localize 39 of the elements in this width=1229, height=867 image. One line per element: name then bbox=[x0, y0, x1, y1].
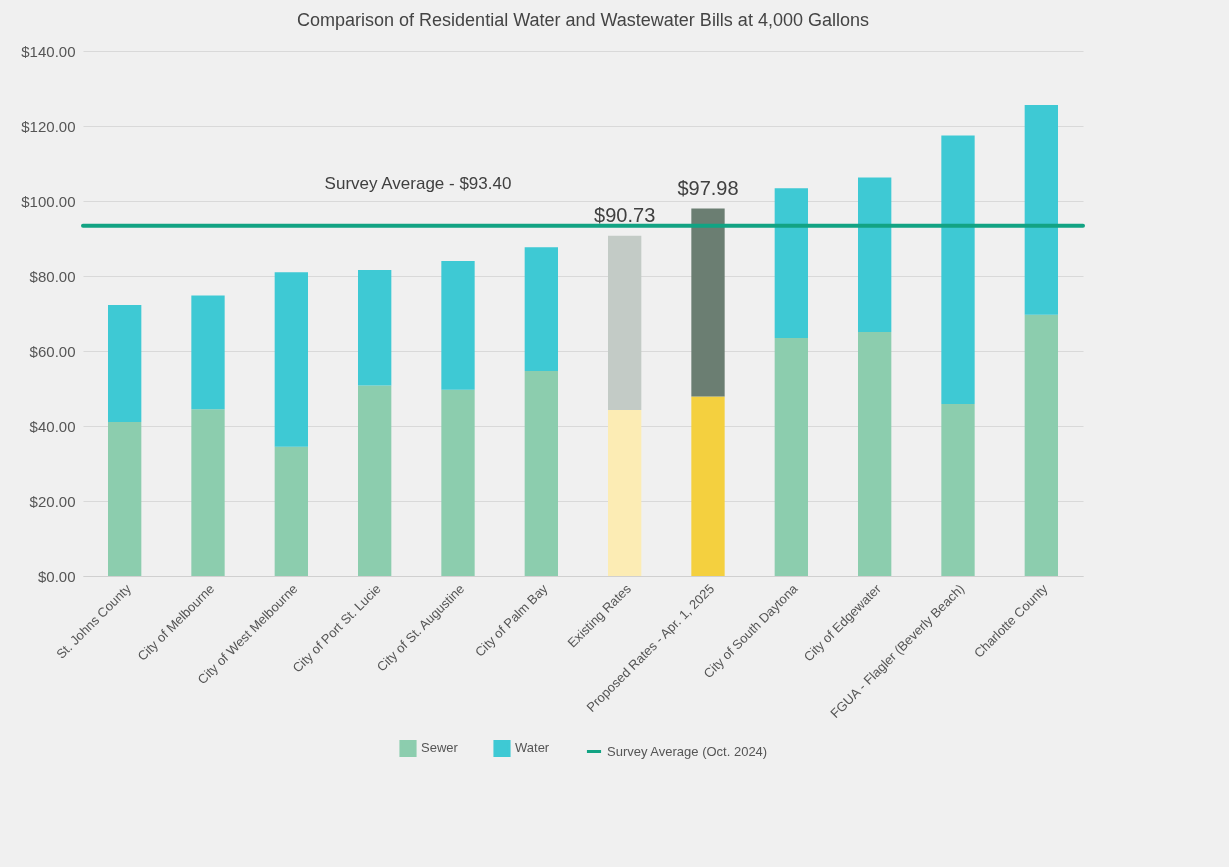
y-tick-label: $140.00 bbox=[21, 42, 76, 60]
legend-label: Water bbox=[515, 740, 550, 756]
chart-title: Comparison of Residential Water and Wastewater Bills at 4,000 Gallons bbox=[297, 10, 869, 30]
bar bbox=[108, 421, 142, 576]
bar bbox=[1024, 105, 1058, 315]
bar bbox=[441, 261, 475, 390]
bar bbox=[274, 446, 308, 576]
bar bbox=[774, 337, 808, 576]
y-tick-label: $120.00 bbox=[21, 117, 76, 135]
y-tick-label: $0.00 bbox=[37, 567, 76, 585]
bar bbox=[1024, 314, 1058, 576]
total-label: $90.73 bbox=[594, 203, 656, 226]
y-tick-label: $100.00 bbox=[21, 192, 76, 210]
bar bbox=[608, 409, 642, 576]
bar bbox=[108, 304, 142, 422]
bar bbox=[691, 396, 725, 576]
annotation: Survey Average - $93.40 bbox=[324, 173, 512, 193]
bar bbox=[858, 331, 892, 576]
y-tick-label: $40.00 bbox=[29, 417, 76, 435]
bar bbox=[774, 188, 808, 338]
legend-label: Survey Average (Oct. 2024) bbox=[607, 743, 768, 759]
bar bbox=[524, 370, 558, 576]
y-tick-label: $20.00 bbox=[29, 492, 76, 510]
bar bbox=[941, 403, 975, 576]
legend-label: Sewer bbox=[421, 740, 459, 756]
bar bbox=[274, 272, 308, 447]
y-tick-label: $80.00 bbox=[29, 267, 76, 285]
bar bbox=[941, 135, 975, 404]
bar bbox=[858, 177, 892, 332]
bar bbox=[441, 389, 475, 576]
bar bbox=[691, 208, 725, 397]
bar bbox=[358, 270, 392, 386]
bar bbox=[358, 385, 392, 576]
y-tick-label: $60.00 bbox=[29, 342, 76, 360]
bar bbox=[524, 247, 558, 371]
total-label: $97.98 bbox=[677, 176, 739, 199]
bar bbox=[191, 409, 225, 576]
bar bbox=[608, 235, 642, 410]
bar bbox=[191, 295, 225, 410]
